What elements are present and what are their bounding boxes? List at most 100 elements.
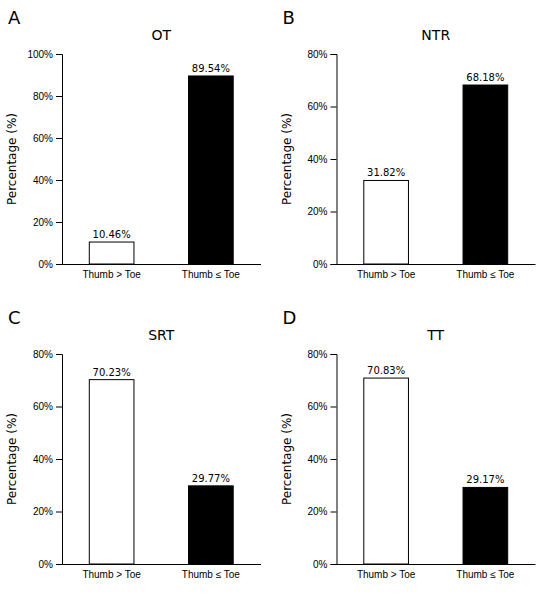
tick: 0% xyxy=(313,559,336,570)
tick-mark xyxy=(56,222,62,223)
axis-line xyxy=(56,55,63,265)
tick-mark xyxy=(331,107,337,108)
data-labels: 10.46% 89.54% xyxy=(93,63,230,240)
tick-mark xyxy=(56,407,62,408)
tick-label: 20% xyxy=(33,506,53,517)
tick-label: 100% xyxy=(27,49,53,60)
tick-mark xyxy=(331,159,337,160)
bars xyxy=(364,85,508,264)
tick-label: Thumb > Toe xyxy=(357,569,416,580)
tick-label: 60% xyxy=(33,401,53,412)
panel-label: B xyxy=(283,7,295,28)
data-labels: 70.23%29.77% xyxy=(93,367,230,484)
tick: 20% xyxy=(33,506,62,517)
panel: 0%20%40%60%80%Thumb > ToeThumb ≤ Toe70.2… xyxy=(5,327,261,580)
axis-line xyxy=(331,55,338,265)
tick: Thumb > Toe xyxy=(357,269,416,280)
tick-mark xyxy=(56,354,62,355)
axis-line xyxy=(337,264,536,265)
tick: 100% xyxy=(27,49,62,60)
y-label: Percentage (%) xyxy=(5,113,19,205)
axis-line xyxy=(63,564,262,565)
panel: 0% 20% 40% 60% 80% Thumb > Toe Thumb ≤ Toe 70.8… xyxy=(280,327,536,580)
tick-label: 0% xyxy=(313,559,328,570)
bar xyxy=(463,487,508,564)
tick-label: 60% xyxy=(33,133,53,144)
tick-mark xyxy=(331,564,337,565)
y-axis: 0% 20% 40% 60% 80% xyxy=(307,49,337,270)
tick-label: 80% xyxy=(33,91,53,102)
tick-label: Thumb ≤ Toe xyxy=(456,569,515,580)
figure: 0% 20% 40% 60% 80% 100% Thumb > Toe Thumb ≤ Toe… xyxy=(0,0,549,600)
tick-label: Thumb ≤ Toe xyxy=(182,569,241,580)
data-label: 68.18% xyxy=(466,72,504,83)
y-axis: 0%20%40%60%80%100% xyxy=(27,49,62,270)
axis-line xyxy=(56,355,63,565)
tick-mark xyxy=(56,96,62,97)
tick-label: Thumb > Toe xyxy=(82,269,141,280)
tick-label: 60% xyxy=(307,101,327,112)
tick-mark xyxy=(331,264,337,265)
panel: 0% 20% 40% 60% 80% Thumb > Toe Thumb ≤ Toe 31.8… xyxy=(280,27,536,280)
tick: Thumb ≤ Toe xyxy=(456,269,515,280)
data-label: 70.23% xyxy=(93,367,131,378)
axis-line xyxy=(331,355,338,565)
data-label: 10.46% xyxy=(93,229,131,240)
bar xyxy=(189,486,234,564)
bar xyxy=(364,180,409,264)
bars xyxy=(364,378,508,564)
tick-label: Thumb > Toe xyxy=(357,269,416,280)
tick: 40% xyxy=(307,454,336,465)
tick: 20% xyxy=(307,506,336,517)
x-axis: Thumb > Toe Thumb ≤ Toe xyxy=(63,265,262,281)
data-labels: 70.83%29.17% xyxy=(367,365,504,485)
panel: 0%20%40%60%80%100%Thumb > ToeThumb ≤ Toe… xyxy=(5,27,261,280)
tick-label: 20% xyxy=(307,506,327,517)
tick: Thumb > Toe xyxy=(82,269,141,280)
tick: 80% xyxy=(33,349,62,360)
tick-label: 60% xyxy=(307,401,327,412)
bar xyxy=(89,242,134,264)
tick: 20% xyxy=(307,206,336,217)
tick-label: 40% xyxy=(307,454,327,465)
tick-label: Thumb > Toe xyxy=(82,569,141,580)
data-label: 89.54% xyxy=(192,63,230,74)
bar xyxy=(364,378,409,564)
title: TT xyxy=(426,327,444,343)
bar xyxy=(463,85,508,264)
panel-label: A xyxy=(8,7,21,28)
tick: Thumb ≤ Toe xyxy=(456,569,515,580)
y-label: Percentage (%) xyxy=(280,113,294,205)
tick: 60% xyxy=(307,401,336,412)
tick-mark xyxy=(56,564,62,565)
bars xyxy=(89,380,233,564)
panel-label: C xyxy=(8,307,21,328)
tick-label: 40% xyxy=(33,454,53,465)
tick: Thumb ≤ Toe xyxy=(182,269,241,280)
tick-mark xyxy=(56,512,62,513)
title: NTR xyxy=(421,27,450,43)
tick-mark xyxy=(56,54,62,55)
tick-mark xyxy=(331,54,337,55)
tick: Thumb ≤ Toe xyxy=(182,569,241,580)
x-axis: Thumb > Toe Thumb ≤ Toe xyxy=(337,565,536,581)
data-labels: 31.82%68.18% xyxy=(367,72,504,178)
tick: Thumb > Toe xyxy=(82,569,141,580)
tick-label: 20% xyxy=(307,206,327,217)
tick-mark xyxy=(56,138,62,139)
tick: 60% xyxy=(307,101,336,112)
axis-line xyxy=(63,264,262,265)
tick: 40% xyxy=(307,154,336,165)
tick: 0% xyxy=(313,259,336,270)
tick-label: 40% xyxy=(33,175,53,186)
data-label: 70.83% xyxy=(367,365,405,376)
tick-mark xyxy=(331,407,337,408)
title: SRT xyxy=(148,327,175,343)
tick-label: 80% xyxy=(307,49,327,60)
tick: 80% xyxy=(307,349,336,360)
tick: 0% xyxy=(39,259,62,270)
title: OT xyxy=(151,27,171,43)
tick-label: 80% xyxy=(307,349,327,360)
tick-label: 80% xyxy=(33,349,53,360)
tick: 60% xyxy=(33,401,62,412)
